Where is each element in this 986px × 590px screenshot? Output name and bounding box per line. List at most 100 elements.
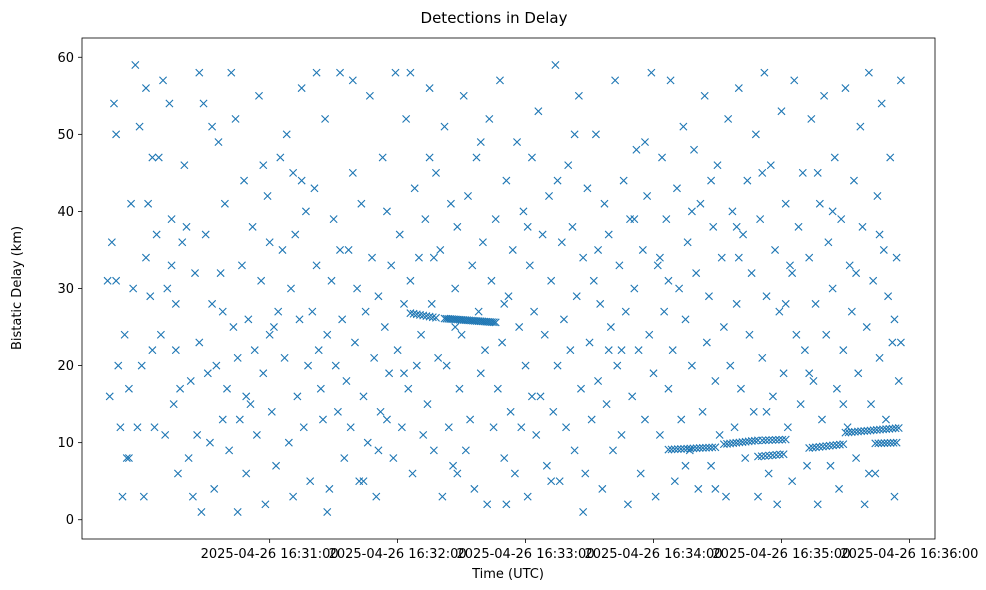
y-axis: 0 10 20 30 40 50 60: [57, 51, 82, 528]
data-point: [829, 441, 838, 450]
data-point: [885, 424, 894, 433]
data-point: [404, 384, 413, 393]
data-point: [891, 424, 900, 433]
data-point: [559, 315, 568, 324]
data-point: [864, 469, 873, 478]
data-point: [757, 452, 766, 461]
data-point: [387, 261, 396, 270]
data-point: [547, 477, 556, 486]
data-point: [871, 439, 880, 448]
data-point: [713, 161, 722, 170]
data-point: [451, 284, 460, 293]
data-point: [756, 215, 765, 224]
data-point: [508, 245, 517, 254]
data-point: [103, 276, 112, 285]
data-point: [676, 444, 685, 453]
data-point: [523, 222, 532, 231]
data-point: [604, 346, 613, 355]
data-point: [468, 261, 477, 270]
data-point: [686, 444, 695, 453]
data-point: [491, 215, 500, 224]
data-point: [879, 245, 888, 254]
data-point: [295, 315, 304, 324]
data-point: [220, 199, 229, 208]
data-point: [112, 130, 121, 139]
data-point: [778, 435, 787, 444]
data-point: [237, 261, 246, 270]
data-point: [323, 330, 332, 339]
data-point: [124, 454, 133, 463]
data-point: [167, 215, 176, 224]
data-point: [269, 323, 278, 332]
data-point: [860, 500, 869, 509]
data-point: [368, 253, 377, 262]
data-point: [397, 423, 406, 432]
data-point: [425, 312, 434, 321]
data-point: [594, 245, 603, 254]
data-point: [726, 361, 735, 370]
data-point: [400, 369, 408, 378]
data-point: [233, 353, 242, 362]
data-point: [423, 400, 432, 409]
data-point: [702, 338, 711, 347]
data-point: [598, 484, 607, 493]
data-point: [805, 369, 814, 378]
data-point: [321, 114, 330, 123]
data-point: [732, 222, 741, 231]
data-point: [698, 443, 707, 452]
data-point: [436, 245, 445, 254]
data-point: [734, 253, 743, 262]
data-point: [679, 122, 688, 131]
data-point: [242, 469, 251, 478]
data-point: [378, 153, 387, 162]
data-point: [280, 353, 289, 362]
data-point: [536, 392, 545, 401]
data-point: [201, 230, 210, 239]
data-point: [122, 454, 131, 463]
data-point: [695, 444, 704, 453]
data-point: [402, 114, 411, 123]
x-tick-label: 2025-04-26 16:35:00: [712, 547, 850, 562]
data-point: [553, 361, 562, 370]
data-point: [291, 230, 300, 239]
data-point: [877, 99, 886, 108]
data-point: [771, 245, 780, 254]
data-point: [867, 400, 876, 409]
y-tick-label: 20: [57, 359, 74, 374]
data-point: [478, 238, 487, 247]
data-point: [761, 451, 770, 460]
plot-area: [82, 38, 935, 539]
data-point: [255, 91, 263, 100]
data-point: [857, 427, 866, 436]
data-point: [227, 68, 236, 77]
data-point: [775, 307, 784, 316]
data-point: [457, 330, 466, 339]
data-point: [803, 461, 812, 470]
data-point: [687, 361, 696, 370]
data-point: [348, 76, 357, 85]
data-point: [374, 446, 383, 455]
data-point: [596, 299, 605, 308]
data-point: [327, 276, 336, 285]
data-point: [762, 292, 771, 301]
data-point: [628, 392, 637, 401]
points-layer: [103, 60, 905, 517]
data-point: [442, 361, 451, 370]
data-point: [698, 407, 707, 416]
data-point: [391, 68, 400, 77]
data-point: [167, 261, 176, 270]
data-point: [530, 307, 539, 316]
x-tick-label: 2025-04-26 16:33:00: [457, 547, 595, 562]
data-point: [540, 330, 549, 339]
data-point: [259, 369, 268, 378]
data-point: [705, 443, 714, 452]
data-point: [446, 199, 455, 208]
data-point: [517, 423, 526, 432]
data-point: [483, 500, 492, 509]
data-point: [673, 445, 682, 454]
data-point: [276, 153, 285, 162]
data-point: [771, 435, 780, 444]
data-point: [208, 122, 217, 131]
data-point: [500, 454, 509, 463]
data-point: [591, 130, 600, 139]
